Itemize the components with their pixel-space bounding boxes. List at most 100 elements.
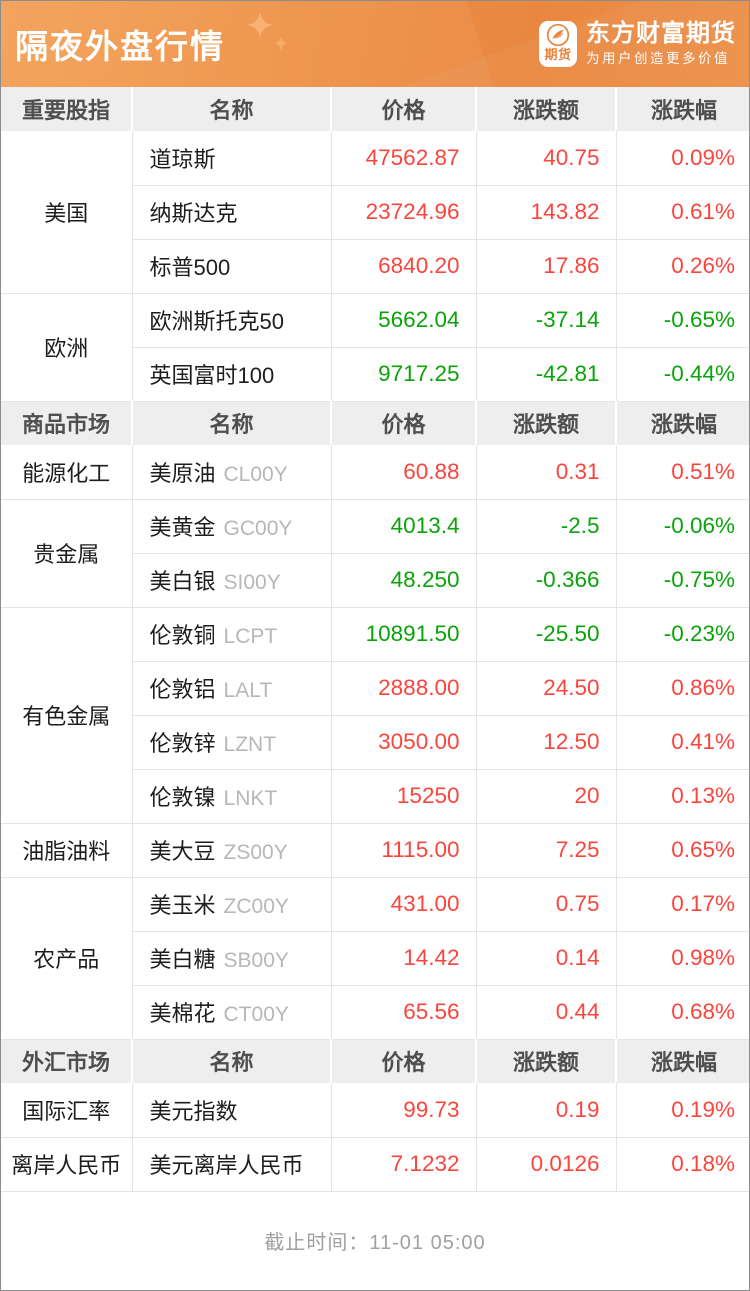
price-cell: 23724.96	[330, 185, 476, 240]
price-cell: 47562.87	[330, 131, 476, 186]
instrument-code: CL00Y	[223, 462, 288, 486]
pct-cell: 0.17%	[615, 877, 749, 932]
pct-cell: 0.51%	[615, 445, 749, 500]
section-label: 商品市场	[1, 401, 132, 445]
instrument-name-cell: 美元指数	[131, 1083, 331, 1138]
instrument-name: 伦敦锌	[149, 731, 216, 756]
instrument-code: LNKT	[223, 787, 278, 810]
column-header-pct: 涨跌幅	[615, 87, 749, 131]
instrument-name: 纳斯达克	[149, 201, 238, 226]
column-header-change: 涨跌额	[475, 401, 616, 445]
category-cell: 美国	[1, 131, 132, 294]
pct-cell: 0.13%	[615, 769, 749, 824]
instrument-name: 伦敦镍	[149, 785, 216, 810]
instrument-row: 标普500 6840.20 17.86 0.26%	[1, 239, 749, 294]
pct-cell: -0.75%	[615, 553, 749, 608]
pct-cell: 0.86%	[615, 661, 749, 716]
price-cell: 14.42	[330, 931, 476, 986]
column-header-price: 价格	[330, 401, 476, 445]
pct-cell: -0.44%	[615, 347, 749, 402]
change-cell: 0.31	[475, 445, 616, 500]
instrument-name: 美白糖	[149, 947, 216, 972]
change-cell: -42.81	[475, 347, 616, 402]
price-cell: 5662.04	[330, 293, 476, 348]
column-header-pct: 涨跌幅	[615, 1039, 749, 1083]
instrument-name: 伦敦铝	[149, 677, 216, 702]
pct-cell: -0.65%	[615, 293, 749, 348]
instrument-row: 美白银 SI00Y 48.250 -0.366 -0.75%	[1, 553, 749, 608]
instrument-row: 有色金属 伦敦铜 LCPT 10891.50 -25.50 -0.23%	[1, 607, 749, 824]
change-cell: 0.75	[475, 877, 616, 932]
instrument-code: ZC00Y	[223, 895, 289, 918]
column-header-price: 价格	[330, 87, 476, 131]
section-label: 重要股指	[1, 87, 132, 131]
category-cell: 农产品	[1, 877, 132, 1040]
instrument-row: 伦敦铝 LALT 2888.00 24.50 0.86%	[1, 661, 749, 716]
change-cell: 0.0126	[475, 1137, 616, 1192]
instrument-name-cell: 道琼斯	[131, 131, 331, 186]
price-cell: 2888.00	[330, 661, 476, 716]
cutoff-time: 截止时间：11-01 05:00	[264, 1232, 486, 1255]
pct-cell: 0.61%	[615, 185, 749, 240]
change-cell: 40.75	[475, 131, 616, 186]
instrument-name-cell: 伦敦铝 LALT	[131, 661, 331, 716]
pct-cell: 0.09%	[615, 131, 749, 186]
futures-badge-icon: 期货	[539, 21, 577, 67]
column-header-change: 涨跌额	[475, 87, 616, 131]
price-cell: 65.56	[330, 985, 476, 1040]
instrument-name-cell: 伦敦镍 LNKT	[131, 769, 331, 824]
market-table-body: 重要股指 名称 价格 涨跌额 涨跌幅 美国 道琼斯 47562.87 40.75 0.09% 纳斯达…	[1, 87, 749, 1192]
instrument-name-cell: 美棉花 CT00Y	[131, 985, 331, 1040]
pct-cell: 0.98%	[615, 931, 749, 986]
category-cell: 有色金属	[1, 607, 132, 824]
price-cell: 4013.4	[330, 499, 476, 554]
category-cell: 油脂油料	[1, 823, 132, 878]
instrument-name-cell: 伦敦铜 LCPT	[131, 607, 331, 662]
change-cell: 0.19	[475, 1083, 616, 1138]
instrument-row: 英国富时100 9717.25 -42.81 -0.44%	[1, 347, 749, 402]
instrument-name-cell: 美白银 SI00Y	[131, 553, 331, 608]
instrument-code: GC00Y	[223, 517, 293, 540]
instrument-name: 美棉花	[149, 1001, 216, 1026]
instrument-name: 美大豆	[149, 839, 216, 864]
instrument-name: 美元离岸人民币	[149, 1153, 304, 1178]
pct-cell: 0.26%	[615, 239, 749, 294]
instrument-row: 国际汇率 美元指数 99.73 0.19 0.19%	[1, 1083, 749, 1138]
change-cell: -37.14	[475, 293, 616, 348]
column-header-pct: 涨跌幅	[615, 401, 749, 445]
price-cell: 1115.00	[330, 823, 476, 878]
instrument-row: 农产品 美玉米 ZC00Y 431.00 0.75 0.17%	[1, 877, 749, 1040]
price-cell: 10891.50	[330, 607, 476, 662]
pct-cell: 0.41%	[615, 715, 749, 770]
instrument-name: 美元指数	[149, 1098, 238, 1124]
instrument-name-cell: 伦敦锌 LZNT	[131, 715, 331, 770]
banner: 隔夜外盘行情 期货 东方财富期货 为用户创造更多价值	[1, 1, 749, 87]
price-cell: 3050.00	[330, 715, 476, 770]
brand-name: 东方财富期货	[586, 20, 736, 47]
instrument-row: 贵金属 美黄金 GC00Y 4013.4 -2.5 -0.06%	[1, 499, 749, 608]
section-label: 外汇市场	[1, 1039, 132, 1083]
change-cell: 17.86	[475, 239, 616, 294]
instrument-row: 美白糖 SB00Y 14.42 0.14 0.98%	[1, 931, 749, 986]
change-cell: 0.14	[475, 931, 616, 986]
instrument-code: CT00Y	[223, 1003, 289, 1026]
page-title: 隔夜外盘行情	[15, 28, 225, 65]
instrument-name-cell: 美原油 CL00Y	[131, 445, 331, 500]
instrument-code: LCPT	[223, 625, 278, 648]
pct-cell: 0.65%	[615, 823, 749, 878]
column-header-price: 价格	[330, 1039, 476, 1083]
section-header-row: 商品市场 名称 价格 涨跌额 涨跌幅	[1, 401, 749, 445]
instrument-name-cell: 英国富时100	[131, 347, 331, 402]
brand-logo: 期货 东方财富期货 为用户创造更多价值	[539, 21, 736, 67]
instrument-name: 标普500	[149, 255, 231, 280]
instrument-name-cell: 纳斯达克	[131, 185, 331, 240]
change-cell: 20	[475, 769, 616, 824]
column-header-change: 涨跌额	[475, 1039, 616, 1083]
instrument-name-cell: 欧洲斯托克50	[131, 293, 331, 348]
instrument-code: LALT	[223, 679, 273, 702]
change-cell: 24.50	[475, 661, 616, 716]
column-header-name: 名称	[131, 401, 331, 445]
price-cell: 6840.20	[330, 239, 476, 294]
instrument-row: 能源化工 美原油 CL00Y 60.88 0.31 0.51%	[1, 445, 749, 500]
price-cell: 7.1232	[330, 1137, 476, 1192]
